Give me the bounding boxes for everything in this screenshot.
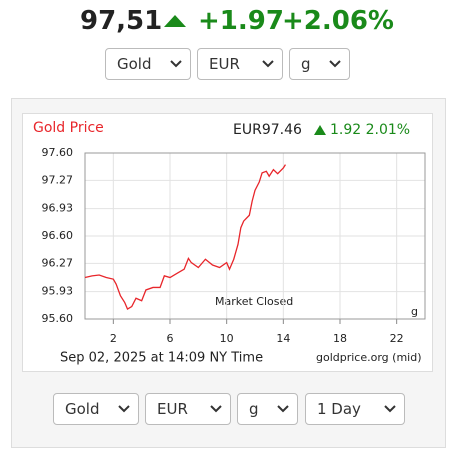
x-tick-label: 10: [220, 332, 234, 345]
select-label: g: [301, 55, 311, 73]
x-tick-label: 2: [110, 332, 117, 345]
chevron: [210, 405, 222, 413]
unit-label: g: [411, 305, 418, 318]
chevron: [329, 60, 341, 68]
chevron: [118, 405, 130, 413]
y-tick-label: 95.60: [42, 312, 74, 325]
select[interactable]: EUR: [197, 48, 283, 80]
change: +1.97: [198, 6, 284, 36]
select-label: g: [249, 400, 259, 418]
select[interactable]: Gold: [105, 48, 191, 80]
change-text: 1.92 2.01%: [330, 122, 410, 138]
select[interactable]: g: [289, 48, 350, 80]
x-tick-label: 18: [333, 332, 347, 345]
chart-box: [22, 113, 433, 372]
select-label: EUR: [157, 400, 188, 418]
plot-frame: [84, 152, 426, 320]
x-tick-label: 22: [390, 332, 404, 345]
select-label: Gold: [117, 55, 152, 73]
chevron: [170, 60, 182, 68]
y-tick-label: 96.60: [42, 229, 74, 242]
price: 97,51: [80, 6, 163, 36]
chevron: [384, 405, 396, 413]
select[interactable]: g: [237, 393, 298, 425]
x-tick-label: 14: [276, 332, 290, 345]
price-line: [84, 164, 287, 310]
select-label: EUR: [209, 55, 240, 73]
chart-title: Gold Price: [33, 120, 104, 136]
y-tick-label: 97.60: [42, 146, 74, 159]
chevron: [277, 405, 289, 413]
y-tick-label: 96.27: [42, 256, 74, 269]
source: goldprice.org (mid): [316, 351, 422, 364]
y-tick-label: 96.93: [42, 202, 74, 215]
select-label: 1 Day: [317, 400, 361, 418]
select[interactable]: 1 Day: [305, 393, 405, 425]
select[interactable]: Gold: [53, 393, 139, 425]
annotation: Market Closed: [215, 295, 293, 308]
chevron: [262, 60, 274, 68]
up-arrow: [164, 15, 186, 27]
timestamp: Sep 02, 2025 at 14:09 NY Time: [60, 351, 263, 366]
change-pct: +2.06%: [282, 6, 394, 36]
x-tick-label: 6: [167, 332, 174, 345]
select[interactable]: EUR: [145, 393, 231, 425]
price-text: EUR97.46: [233, 122, 302, 138]
y-tick-label: 95.93: [42, 285, 74, 298]
select-label: Gold: [65, 400, 100, 418]
y-tick-label: 97.27: [42, 173, 74, 186]
up-arrow: [314, 125, 326, 135]
